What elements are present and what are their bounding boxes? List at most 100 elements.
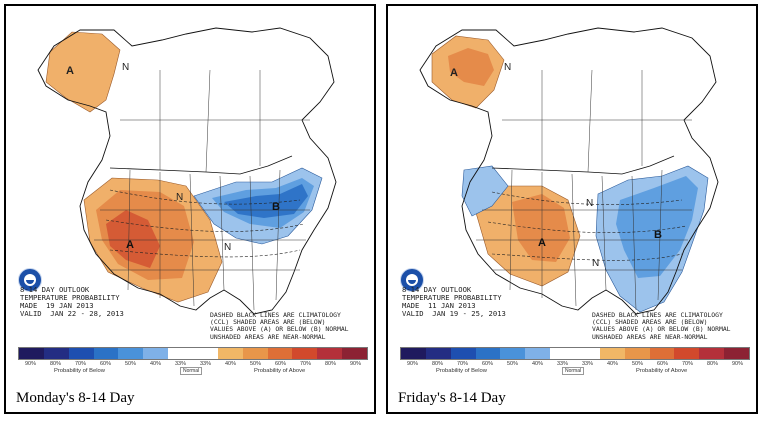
map-label-alaska: A bbox=[66, 65, 74, 77]
legend-label: 40% bbox=[149, 361, 161, 367]
legend-label: 90% bbox=[349, 361, 361, 367]
note-line: (CCL) SHADED AREAS ARE (BELOW) bbox=[210, 318, 326, 327]
legend-swatch bbox=[168, 348, 194, 359]
outlook-made-date: MADE 19 JAN 2013 bbox=[20, 301, 94, 310]
climatology-dashed-lines bbox=[487, 191, 687, 261]
state-boundaries bbox=[94, 69, 310, 311]
legend-label: 40% bbox=[606, 361, 618, 367]
temperature-outlook-map: A N N B A N bbox=[10, 10, 370, 340]
legend-label: 50% bbox=[249, 361, 261, 367]
legend-label: 90% bbox=[406, 361, 418, 367]
legend-swatch bbox=[575, 348, 600, 359]
legend-swatch bbox=[724, 348, 750, 359]
outlook-title: 8-14 DAY OUTLOOK bbox=[20, 285, 90, 294]
legend-swatch bbox=[242, 348, 268, 359]
note-line: DASHED BLACK LINES ARE CLIMATOLOGY bbox=[592, 311, 723, 319]
climatology-dashed-lines bbox=[105, 189, 305, 258]
legend-below-caption: Probability of Below bbox=[436, 368, 487, 374]
panel-friday: A N N A B N 8-14 DAY OUTLOOK TEMPERATURE… bbox=[386, 4, 758, 414]
legend-normal-caption: Normal bbox=[180, 367, 203, 375]
outlook-header: 8-14 DAY OUTLOOK TEMPERATURE PROBABILITY… bbox=[20, 286, 124, 318]
legend-swatch bbox=[217, 348, 243, 359]
map-label-south: N bbox=[224, 242, 231, 253]
legend-color-bar bbox=[18, 347, 368, 360]
us-canada-border bbox=[491, 155, 675, 175]
outlook-header: 8-14 DAY OUTLOOK TEMPERATURE PROBABILITY… bbox=[402, 286, 506, 318]
legend-label: 90% bbox=[731, 361, 743, 367]
note-line: VALUES ABOVE (A) OR BELOW (B) NORMAL bbox=[592, 325, 731, 334]
map-label-south: N bbox=[592, 258, 599, 269]
legend-above-caption: Probability of Above bbox=[254, 368, 306, 374]
legend-label: 70% bbox=[456, 361, 468, 367]
legend-label: 60% bbox=[656, 361, 668, 367]
legend-label: 90% bbox=[24, 361, 36, 367]
state-boundaries bbox=[476, 69, 692, 311]
legend-swatch bbox=[425, 348, 451, 359]
legend-labels: 90% 80% 70% 60% 50% 40% 33% 33% 40% 50% … bbox=[400, 361, 750, 367]
noaa-logo bbox=[400, 268, 424, 292]
us-canada-border bbox=[109, 155, 293, 175]
map-label-canada: N bbox=[504, 62, 511, 73]
north-america-outline bbox=[37, 27, 337, 315]
legend-label: 50% bbox=[124, 361, 136, 367]
map-note: DASHED BLACK LINES ARE CLIMATOLOGY (CCL)… bbox=[592, 311, 731, 341]
map-label-plains: N bbox=[586, 198, 593, 209]
legend-color-bar bbox=[400, 347, 750, 360]
legend-swatch bbox=[550, 348, 576, 359]
legend-swatch bbox=[699, 348, 725, 359]
note-line: UNSHADED AREAS ARE NEAR-NORMAL bbox=[592, 332, 708, 341]
alaska-above-mid bbox=[448, 48, 494, 86]
legend-label: 33% bbox=[556, 361, 568, 367]
outlook-valid-dates: VALID JAN 19 - 25, 2013 bbox=[402, 309, 506, 318]
legend-label: 60% bbox=[99, 361, 111, 367]
legend-swatch bbox=[649, 348, 675, 359]
legend-label: 40% bbox=[531, 361, 543, 367]
legend-label: 60% bbox=[481, 361, 493, 367]
legend-labels: 90% 80% 70% 60% 50% 40% 33% 33% 40% 50% … bbox=[18, 361, 368, 367]
map-label-plains: N bbox=[176, 192, 183, 203]
map-label-west: A bbox=[126, 239, 134, 251]
legend-below-caption: Probability of Below bbox=[54, 368, 105, 374]
west-above-dark bbox=[106, 210, 160, 268]
legend-swatch bbox=[401, 348, 426, 359]
legend-label: 80% bbox=[324, 361, 336, 367]
legend-label: 50% bbox=[631, 361, 643, 367]
outlook-title: 8-14 DAY OUTLOOK bbox=[402, 285, 472, 294]
legend-swatch bbox=[674, 348, 700, 359]
note-line: (CCL) SHADED AREAS ARE (BELOW) bbox=[592, 318, 708, 327]
legend-swatch bbox=[317, 348, 343, 359]
legend-label: 80% bbox=[706, 361, 718, 367]
panel-caption: Monday's 8-14 Day bbox=[16, 390, 135, 406]
legend-label: 70% bbox=[299, 361, 311, 367]
note-line: DASHED BLACK LINES ARE CLIMATOLOGY bbox=[210, 311, 341, 319]
east-below-dark bbox=[224, 184, 308, 218]
legend-swatch bbox=[193, 348, 218, 359]
legend-swatch bbox=[525, 348, 551, 359]
panel-caption: Friday's 8-14 Day bbox=[398, 390, 506, 406]
alaska-above-region bbox=[45, 31, 121, 113]
note-line: UNSHADED AREAS ARE NEAR-NORMAL bbox=[210, 332, 326, 341]
legend-label: 70% bbox=[74, 361, 86, 367]
north-america-outline bbox=[419, 27, 719, 315]
noaa-logo bbox=[18, 268, 42, 292]
legend-label: 80% bbox=[49, 361, 61, 367]
legend-swatch bbox=[143, 348, 169, 359]
legend-swatch bbox=[93, 348, 119, 359]
legend-above-caption: Probability of Above bbox=[636, 368, 688, 374]
legend-label: 80% bbox=[431, 361, 443, 367]
outlook-valid-dates: VALID JAN 22 - 28, 2013 bbox=[20, 309, 124, 318]
legend-captions: Probability of Below Normal Probability … bbox=[18, 367, 368, 376]
map-note: DASHED BLACK LINES ARE CLIMATOLOGY (CCL)… bbox=[210, 311, 349, 341]
map-label-alaska: A bbox=[450, 67, 458, 79]
note-line: VALUES ABOVE (A) OR BELOW (B) NORMAL bbox=[210, 325, 349, 334]
legend-swatch bbox=[19, 348, 44, 359]
legend-label: 70% bbox=[681, 361, 693, 367]
legend-captions: Probability of Below Normal Probability … bbox=[400, 367, 750, 376]
legend-swatch bbox=[500, 348, 526, 359]
legend-swatch bbox=[624, 348, 650, 359]
legend-swatch bbox=[118, 348, 144, 359]
outlook-made-date: MADE 11 JAN 2013 bbox=[402, 301, 476, 310]
map-label-east: B bbox=[272, 201, 280, 213]
northwest-below-region bbox=[461, 165, 509, 217]
legend-swatch bbox=[68, 348, 94, 359]
